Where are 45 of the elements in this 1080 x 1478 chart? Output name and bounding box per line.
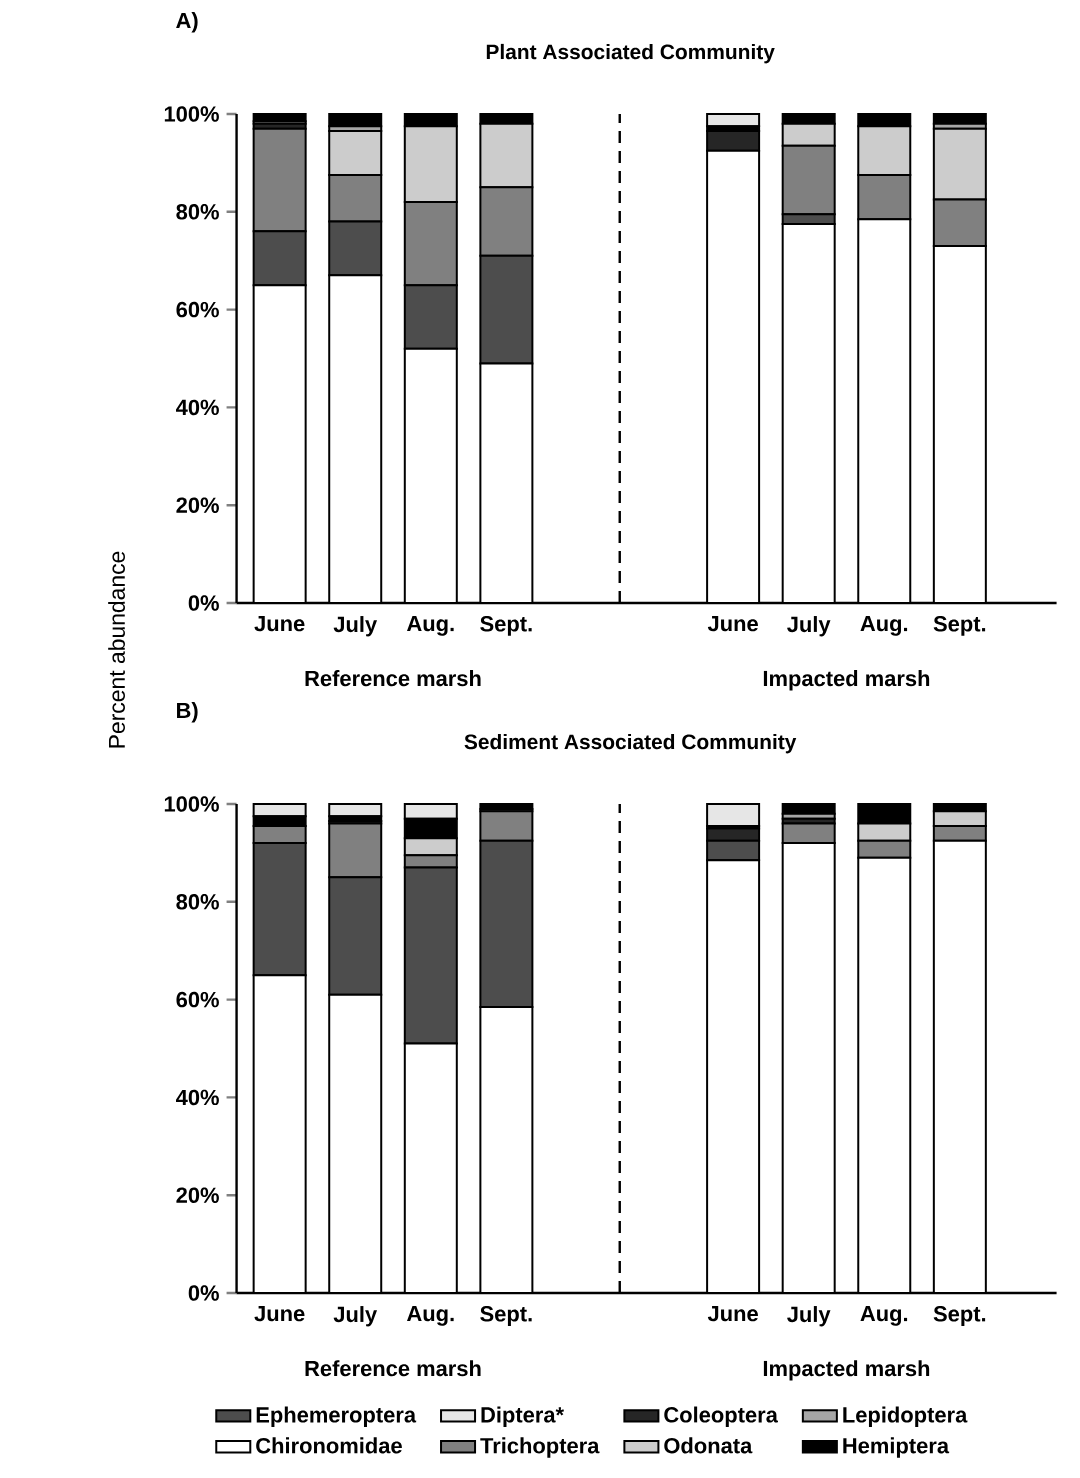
x-tick-label: June <box>254 616 305 632</box>
x-tick-label: July <box>333 1306 378 1327</box>
chart-title: Sediment Associated Community <box>464 733 797 754</box>
y-tick-label: 0% <box>188 1285 220 1301</box>
x-tick-label: Sept. <box>480 616 532 636</box>
y-tick-label: 100% <box>165 796 220 812</box>
text: Impacted marsh <box>764 670 930 691</box>
x-tick-label: Aug. <box>407 1306 454 1326</box>
y-tick-label: 40% <box>176 1089 220 1106</box>
text: Reference marsh <box>305 1360 481 1377</box>
text: Reference marsh <box>305 670 481 687</box>
y-tick-label: 60% <box>176 991 220 1008</box>
x-tick-label: Aug. <box>860 616 908 636</box>
y-tick-label: 60% <box>176 301 220 318</box>
x-tick-label: Aug. <box>860 1306 908 1326</box>
text: Impacted marsh <box>764 1360 930 1381</box>
x-tick-label: June <box>708 616 759 632</box>
y-tick-label: 100% <box>165 106 220 122</box>
legend-label: Ephemeroptera <box>256 1406 417 1427</box>
legend-label: Odonata <box>664 1437 753 1454</box>
text: A) <box>176 12 198 33</box>
x-tick-label: June <box>254 1306 305 1322</box>
legend-label: Trichoptera <box>480 1437 600 1458</box>
y-axis-title: Percent abundance <box>108 551 126 748</box>
x-tick-label: June <box>708 1306 759 1322</box>
y-tick-label: 20% <box>176 1187 220 1203</box>
x-tick-label: Aug. <box>407 616 454 636</box>
chart-title: Plant Associated Community <box>487 43 775 64</box>
legend-label: Coleoptera <box>664 1406 779 1427</box>
legend-label: Hemiptera <box>843 1437 950 1458</box>
x-tick-label: Sept. <box>933 616 986 636</box>
x-tick-label: July <box>787 616 831 637</box>
y-tick-label: 20% <box>176 497 220 513</box>
y-tick-label: 80% <box>176 204 220 220</box>
y-tick-label: 0% <box>188 595 220 611</box>
legend-label: Lepidoptera <box>843 1406 968 1427</box>
x-tick-label: July <box>333 616 378 637</box>
y-tick-label: 40% <box>176 399 220 416</box>
x-tick-label: Sept. <box>933 1306 986 1326</box>
y-tick-label: 80% <box>176 894 220 910</box>
text: B) <box>177 702 198 723</box>
legend-label: Diptera* <box>481 1406 565 1427</box>
legend-label: Chironomidae <box>256 1437 403 1454</box>
x-tick-label: July <box>787 1306 831 1327</box>
x-tick-label: Sept. <box>480 1306 532 1326</box>
